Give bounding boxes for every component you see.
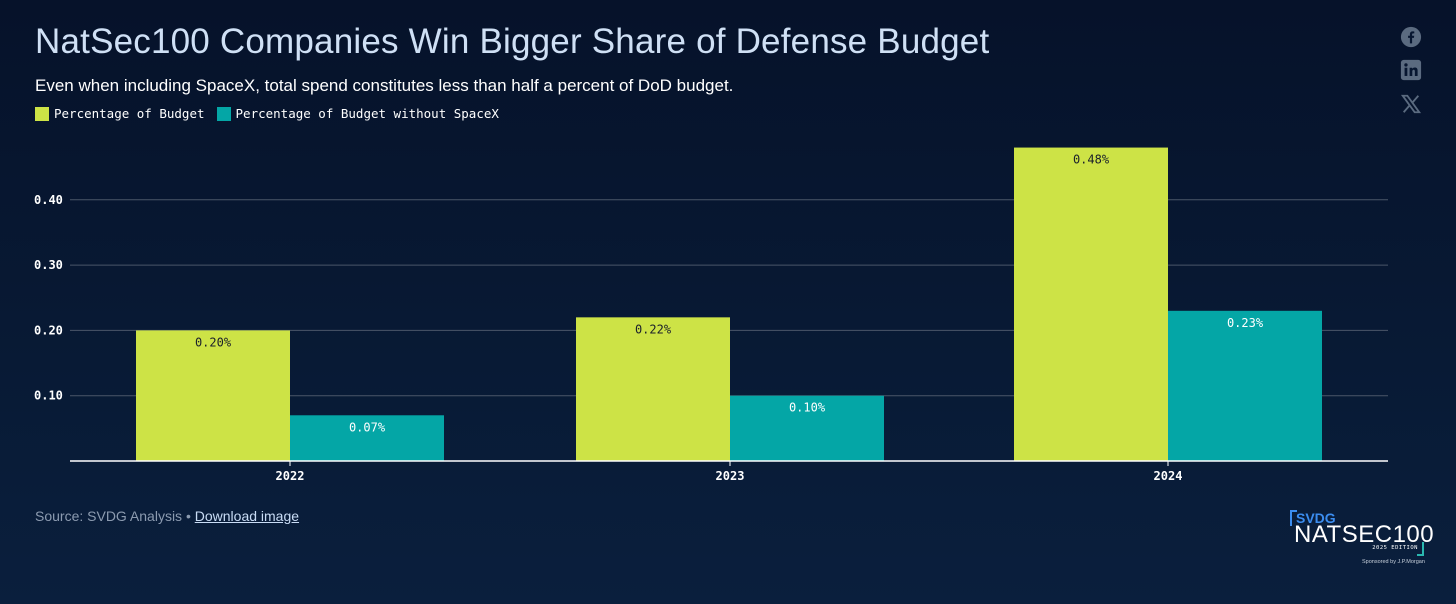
download-image-link[interactable]: Download image <box>194 508 300 524</box>
y-tick-label: 0.10 <box>34 389 63 403</box>
logo-bracket <box>1290 510 1297 526</box>
chart-subtitle: Even when including SpaceX, total spend … <box>35 76 734 95</box>
legend-label-without-spacex: Percentage of Budget without SpaceX <box>235 106 499 121</box>
source-line: Source: SVDG Analysis • Download image <box>35 508 299 524</box>
bar-chart: 0.10 0.20 0.30 0.40 0.20% 0.22% 0.48% 0.07% 0.10… <box>34 147 1388 483</box>
natsec100-logo: SVDG NATSEC100 2025 EDITION Sponsored by… <box>1290 508 1434 570</box>
logo-sponsor: Sponsored by J.P.Morgan <box>1362 559 1425 565</box>
logo-edition: 2025 EDITION <box>1372 545 1418 551</box>
logo-bracket <box>1417 542 1424 556</box>
bar-budget-2022 <box>136 330 290 461</box>
data-label: 0.10% <box>789 401 826 415</box>
legend: Percentage of Budget Percentage of Budge… <box>35 106 499 121</box>
source-text: Source: SVDG Analysis • <box>35 508 191 524</box>
legend-label-budget: Percentage of Budget <box>54 106 205 121</box>
y-tick-label: 0.40 <box>34 193 63 207</box>
y-tick-label: 0.20 <box>34 323 63 337</box>
legend-swatch-budget <box>35 106 49 121</box>
x-icon[interactable] <box>1400 93 1422 115</box>
bar-without-spacex-2023 <box>730 395 884 461</box>
logo-name: NATSEC100 <box>1294 521 1435 548</box>
x-tick-label: 2023 <box>716 469 745 483</box>
data-label: 0.48% <box>1073 153 1110 167</box>
data-label: 0.23% <box>1227 316 1264 330</box>
bar-budget-2024 <box>1014 147 1168 461</box>
data-label: 0.07% <box>349 420 386 434</box>
data-label: 0.20% <box>195 335 232 349</box>
linkedin-icon[interactable] <box>1400 59 1422 81</box>
legend-swatch-without-spacex <box>216 106 231 121</box>
bar-budget-2023 <box>576 317 730 461</box>
chart-title: NatSec100 Companies Win Bigger Share of … <box>35 22 990 61</box>
logo-brand: SVDG <box>1296 510 1336 526</box>
bar-without-spacex-2024 <box>1168 310 1322 461</box>
y-tick-label: 0.30 <box>34 258 63 272</box>
legend-item-budget: Percentage of Budget <box>35 106 205 121</box>
data-label: 0.22% <box>635 322 672 336</box>
facebook-icon[interactable] <box>1400 26 1422 48</box>
bar-without-spacex-2022 <box>290 415 444 461</box>
x-tick-label: 2024 <box>1154 469 1183 483</box>
legend-item-without-spacex: Percentage of Budget without SpaceX <box>216 106 499 121</box>
x-tick-label: 2022 <box>276 469 305 483</box>
